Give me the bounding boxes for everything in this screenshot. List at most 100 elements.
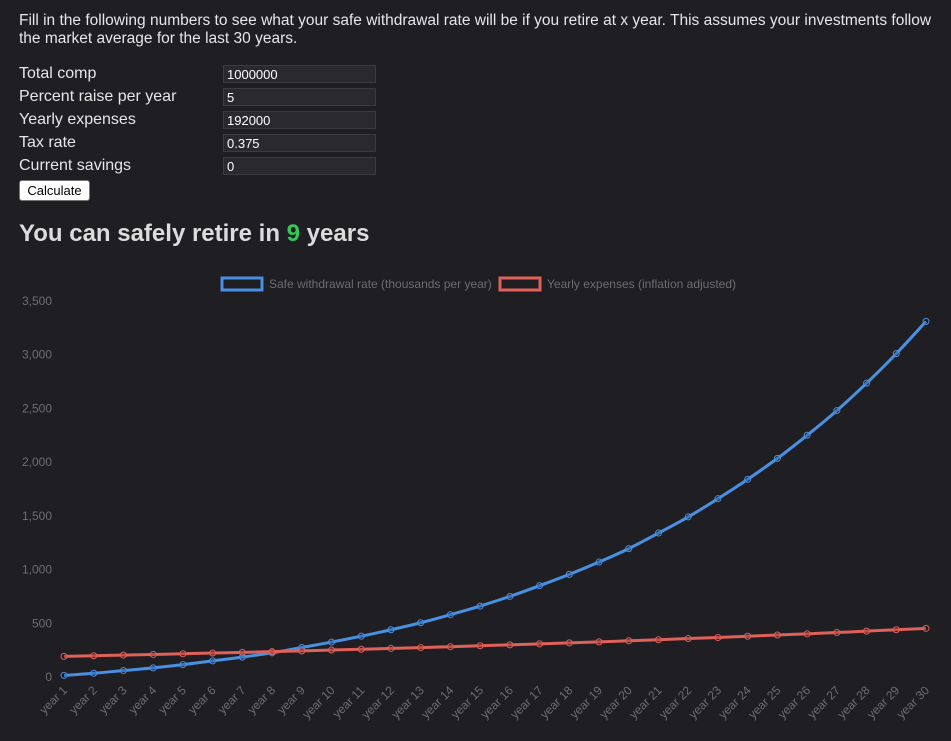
- data-point: [476, 642, 484, 650]
- y-tick-label: 1,000: [22, 563, 52, 577]
- result-prefix: You can safely retire in: [19, 220, 287, 247]
- data-point: [625, 637, 633, 645]
- current-savings-input[interactable]: [223, 157, 376, 175]
- data-point: [625, 545, 633, 553]
- data-point: [417, 619, 425, 627]
- data-point: [536, 640, 544, 648]
- percent-raise-label: Percent raise per year: [19, 88, 177, 105]
- data-point: [179, 650, 187, 658]
- data-point: [744, 475, 752, 483]
- y-tick-label: 2,500: [22, 401, 52, 415]
- series-line: [63, 626, 927, 658]
- result-heading: You can safely retire in 9 years: [19, 220, 369, 248]
- calculate-button[interactable]: Calculate: [19, 180, 90, 201]
- x-tick-label: year 6: [185, 683, 219, 717]
- data-point: [714, 495, 722, 503]
- x-tick-label: year 30: [894, 683, 932, 721]
- data-point: [714, 633, 722, 641]
- data-point: [446, 611, 454, 619]
- percent-raise-input[interactable]: [223, 88, 376, 106]
- legend-swatch: [220, 276, 264, 292]
- y-tick-label: 0: [45, 670, 52, 684]
- data-point: [506, 641, 514, 649]
- x-tick-label: year 7: [215, 683, 249, 717]
- data-point: [179, 661, 187, 669]
- data-point: [149, 664, 157, 672]
- data-point: [119, 651, 127, 659]
- current-savings-label: Current savings: [19, 157, 132, 174]
- data-point: [684, 635, 692, 643]
- data-point: [417, 644, 425, 652]
- intro-text: Fill in the following numbers to see wha…: [19, 12, 932, 47]
- data-point: [387, 626, 395, 634]
- total-comp-input[interactable]: [223, 65, 376, 83]
- x-tick-label: year 2: [66, 683, 100, 717]
- result-years: 9: [286, 220, 301, 247]
- x-tick-label: year 3: [96, 683, 130, 717]
- data-point: [476, 602, 484, 610]
- data-point: [595, 638, 603, 646]
- data-point: [209, 649, 217, 657]
- y-tick-label: 3,000: [22, 348, 52, 362]
- data-point: [60, 652, 68, 660]
- data-point: [536, 582, 544, 590]
- data-point: [863, 627, 871, 635]
- y-tick-label: 500: [32, 616, 52, 630]
- tax-rate-input[interactable]: [223, 134, 376, 152]
- data-point: [328, 646, 336, 654]
- field-row-tax-rate: Tax rate: [19, 133, 379, 156]
- legend-swatch: [498, 276, 542, 292]
- input-form: Total comp Percent raise per year Yearly…: [19, 64, 379, 179]
- result-suffix: years: [300, 220, 370, 247]
- x-tick-label: year 4: [126, 683, 160, 717]
- data-point: [60, 671, 68, 679]
- data-point: [744, 632, 752, 640]
- data-point: [149, 650, 157, 658]
- field-row-yearly-expenses: Yearly expenses: [19, 110, 379, 133]
- data-point: [90, 652, 98, 660]
- data-point: [357, 632, 365, 640]
- tax-rate-label: Tax rate: [19, 134, 76, 151]
- legend-label: Yearly expenses (inflation adjusted): [547, 277, 736, 291]
- data-point: [863, 379, 871, 387]
- data-point: [803, 431, 811, 439]
- x-tick-label: year 5: [156, 683, 190, 717]
- field-row-total-comp: Total comp: [19, 64, 379, 87]
- data-point: [654, 529, 662, 537]
- series-line: [63, 320, 928, 677]
- data-point: [209, 657, 217, 665]
- data-point: [268, 648, 276, 656]
- data-point: [119, 667, 127, 675]
- x-tick-label: year 10: [299, 683, 337, 721]
- legend-label: Safe withdrawal rate (thousands per year…: [269, 277, 492, 291]
- data-point: [328, 638, 336, 646]
- y-tick-label: 3,500: [22, 294, 52, 308]
- field-row-percent-raise: Percent raise per year: [19, 87, 379, 110]
- data-point: [684, 513, 692, 521]
- data-point: [773, 454, 781, 462]
- data-point: [892, 626, 900, 634]
- data-point: [446, 643, 454, 651]
- data-point: [565, 570, 573, 578]
- data-point: [387, 644, 395, 652]
- field-row-current-savings: Current savings: [19, 156, 379, 179]
- y-tick-label: 1,500: [22, 509, 52, 523]
- yearly-expenses-input[interactable]: [223, 111, 376, 129]
- data-point: [595, 558, 603, 566]
- data-point: [238, 648, 246, 656]
- yearly-expenses-label: Yearly expenses: [19, 111, 136, 128]
- data-point: [654, 636, 662, 644]
- y-tick-label: 2,000: [22, 455, 52, 469]
- data-point: [922, 317, 930, 325]
- data-point: [922, 624, 930, 632]
- line-chart: 0 500 1,000 1,500 2,000 2,500 3,000 3,500 year 1…: [22, 276, 932, 721]
- x-tick-label: year 1: [37, 683, 71, 717]
- data-point: [833, 407, 841, 415]
- data-point: [833, 629, 841, 637]
- data-point: [803, 630, 811, 638]
- data-point: [298, 647, 306, 655]
- data-point: [90, 669, 98, 677]
- x-tick-label: year 8: [245, 683, 279, 717]
- total-comp-label: Total comp: [19, 65, 97, 82]
